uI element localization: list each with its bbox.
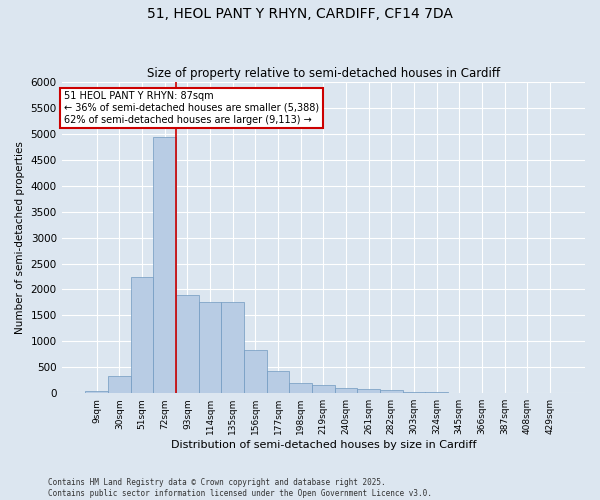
Bar [131, 276, 154, 393]
Bar [358, 389, 380, 393]
Bar [244, 350, 266, 393]
Text: 51, HEOL PANT Y RHYN, CARDIFF, CF14 7DA: 51, HEOL PANT Y RHYN, CARDIFF, CF14 7DA [147, 8, 453, 22]
Bar [85, 390, 108, 393]
Bar [448, 392, 470, 393]
Bar [108, 376, 131, 393]
Bar [266, 372, 289, 393]
Title: Size of property relative to semi-detached houses in Cardiff: Size of property relative to semi-detach… [147, 66, 500, 80]
Bar [289, 383, 312, 393]
Bar [335, 388, 358, 393]
Bar [425, 392, 448, 393]
X-axis label: Distribution of semi-detached houses by size in Cardiff: Distribution of semi-detached houses by … [170, 440, 476, 450]
Bar [312, 386, 335, 393]
Bar [380, 390, 403, 393]
Y-axis label: Number of semi-detached properties: Number of semi-detached properties [15, 141, 25, 334]
Bar [176, 294, 199, 393]
Bar [403, 392, 425, 393]
Text: 51 HEOL PANT Y RHYN: 87sqm
← 36% of semi-detached houses are smaller (5,388)
62%: 51 HEOL PANT Y RHYN: 87sqm ← 36% of semi… [64, 92, 319, 124]
Bar [221, 302, 244, 393]
Bar [154, 136, 176, 393]
Text: Contains HM Land Registry data © Crown copyright and database right 2025.
Contai: Contains HM Land Registry data © Crown c… [48, 478, 432, 498]
Bar [199, 302, 221, 393]
